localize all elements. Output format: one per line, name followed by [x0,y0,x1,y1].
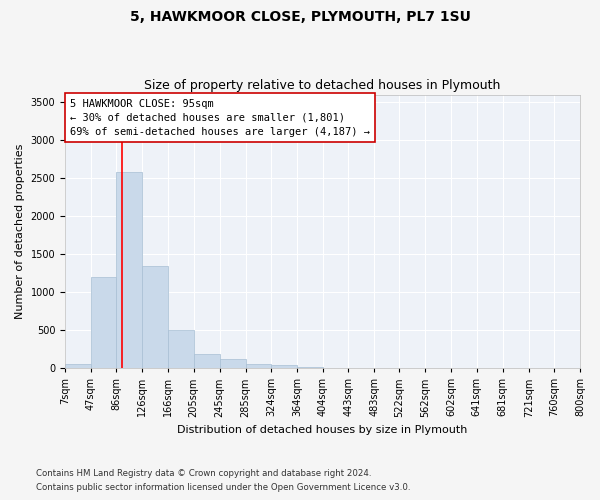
Bar [142,266,168,368]
Text: 5, HAWKMOOR CLOSE, PLYMOUTH, PL7 1SU: 5, HAWKMOOR CLOSE, PLYMOUTH, PL7 1SU [130,10,470,24]
Bar [297,366,323,368]
X-axis label: Distribution of detached houses by size in Plymouth: Distribution of detached houses by size … [178,425,468,435]
Bar [65,364,91,368]
Title: Size of property relative to detached houses in Plymouth: Size of property relative to detached ho… [145,79,501,92]
Bar [168,330,194,368]
Y-axis label: Number of detached properties: Number of detached properties [15,144,25,319]
Bar [91,277,116,368]
Text: Contains public sector information licensed under the Open Government Licence v3: Contains public sector information licen… [36,484,410,492]
Bar [116,172,142,368]
Bar [194,354,220,368]
Bar [245,364,271,368]
Bar [220,359,245,368]
Text: 5 HAWKMOOR CLOSE: 95sqm
← 30% of detached houses are smaller (1,801)
69% of semi: 5 HAWKMOOR CLOSE: 95sqm ← 30% of detache… [70,98,370,136]
Text: Contains HM Land Registry data © Crown copyright and database right 2024.: Contains HM Land Registry data © Crown c… [36,468,371,477]
Bar [271,364,297,368]
